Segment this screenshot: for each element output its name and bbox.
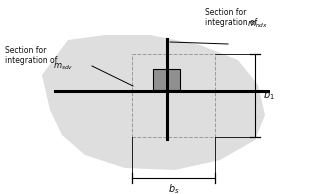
Text: $m_{ndx}$: $m_{ndx}$ (247, 19, 268, 29)
Text: $b_s$: $b_s$ (168, 182, 179, 194)
Bar (153, 69, 180, 90)
Text: Section for
integration of: Section for integration of (5, 46, 57, 65)
Text: Section for
integration of: Section for integration of (205, 8, 257, 27)
Polygon shape (42, 35, 265, 170)
Text: $m_{sdv}$: $m_{sdv}$ (53, 62, 73, 73)
Text: $b_1$: $b_1$ (263, 89, 275, 102)
